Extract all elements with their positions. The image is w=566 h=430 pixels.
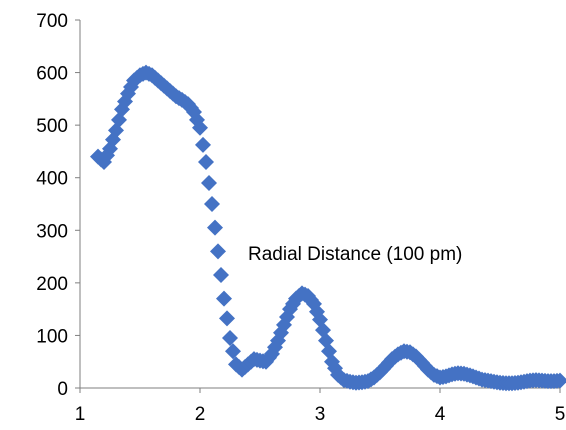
- x-tick-label: 1: [75, 404, 86, 425]
- y-tick-label: 500: [36, 116, 68, 137]
- data-point: [192, 119, 208, 136]
- data-markers: [90, 64, 566, 392]
- x-tick-label: 5: [555, 404, 566, 425]
- y-tick-label: 200: [36, 274, 68, 295]
- data-point: [204, 196, 220, 212]
- data-point: [210, 243, 226, 260]
- y-tick-label: 300: [36, 221, 68, 242]
- y-tick-label: 0: [57, 379, 68, 400]
- y-tick-label: 700: [36, 11, 68, 32]
- chart-annotation: Radial Distance (100 pm): [248, 244, 462, 265]
- x-tick-label: 4: [435, 404, 446, 425]
- x-tick-label: 2: [195, 404, 206, 425]
- axes: [75, 19, 561, 393]
- tick-labels: 0 100 200 300 400 500 600 700 1 2 3 4 5: [36, 11, 565, 425]
- data-point: [207, 219, 223, 236]
- data-point: [225, 343, 241, 360]
- data-point: [201, 174, 217, 191]
- y-tick-label: 600: [36, 64, 68, 85]
- x-tick-label: 3: [315, 404, 326, 425]
- y-tick-label: 100: [36, 326, 68, 347]
- data-point: [198, 153, 214, 170]
- data-point: [216, 290, 232, 307]
- data-point: [222, 330, 238, 347]
- y-tick-label: 400: [36, 169, 68, 190]
- data-point: [213, 266, 229, 283]
- data-point: [219, 310, 235, 327]
- data-point: [195, 136, 211, 153]
- data-point: [552, 372, 566, 389]
